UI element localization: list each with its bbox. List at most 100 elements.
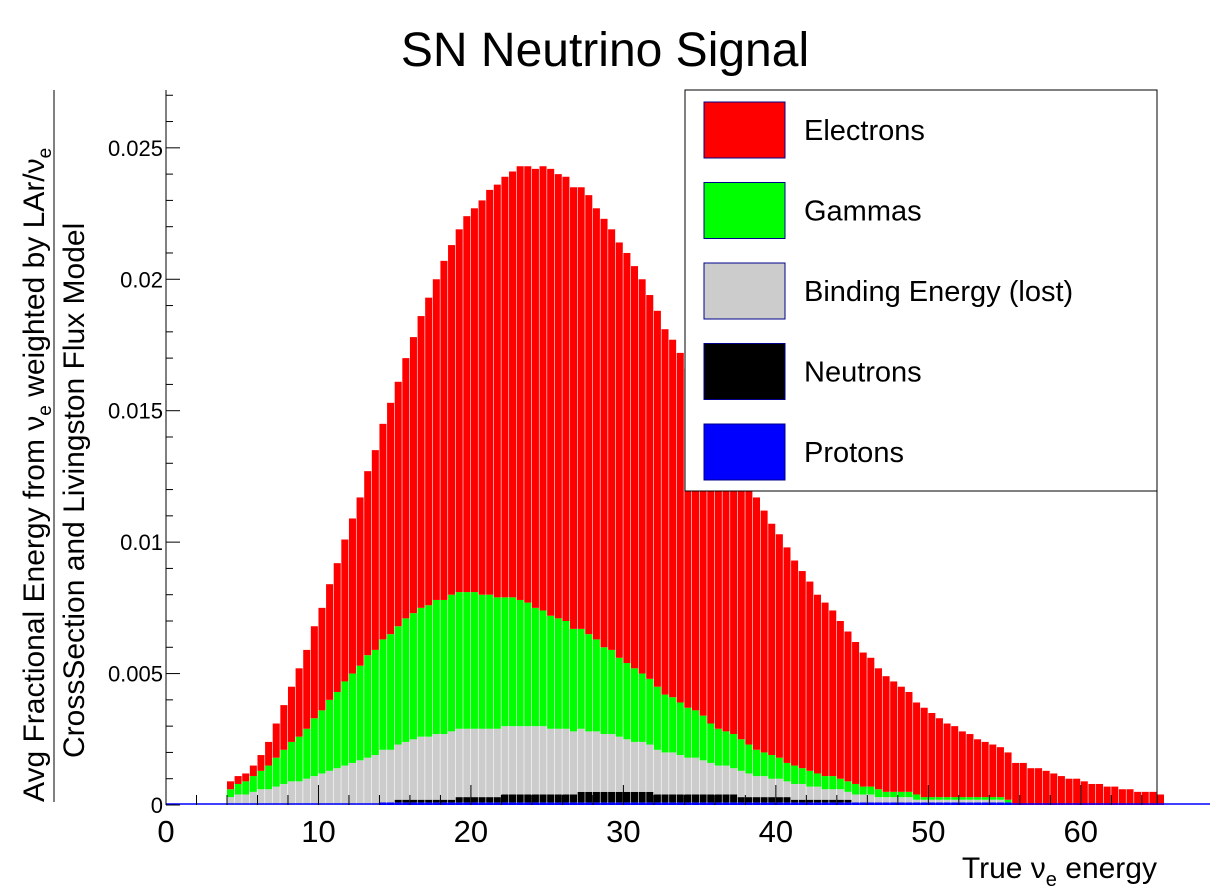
bar-electrons xyxy=(1050,773,1058,805)
bar-electrons xyxy=(867,657,875,787)
bar-electrons xyxy=(417,316,425,608)
bar-neutrons xyxy=(417,799,425,803)
bar-binding-energy-lost xyxy=(760,776,768,798)
bar-electrons xyxy=(1126,789,1134,805)
bar-binding-energy-lost xyxy=(653,749,661,795)
bar-neutrons xyxy=(783,797,791,803)
bar-neutrons xyxy=(730,794,738,803)
bar-electrons xyxy=(432,279,440,600)
bar-electrons xyxy=(691,379,700,711)
bar-electrons xyxy=(341,539,349,682)
bar-binding-energy-lost xyxy=(844,791,852,800)
y-axis-title-sub2: e xyxy=(35,148,56,159)
bar-binding-energy-lost xyxy=(935,799,943,803)
bar-gammas xyxy=(470,592,478,729)
bar-binding-energy-lost xyxy=(943,799,951,803)
y-axis-ticks: 0 0.005 0.01 0.015 0.02 0.025 xyxy=(108,94,180,818)
bar-binding-energy-lost xyxy=(402,741,410,800)
bar-electrons xyxy=(440,260,448,600)
bar-neutrons xyxy=(768,797,776,803)
bar-electrons xyxy=(905,691,913,792)
bar-gammas xyxy=(730,734,738,769)
bar-electrons xyxy=(1012,762,1020,805)
bar-electrons xyxy=(371,450,379,650)
bar-gammas xyxy=(539,610,547,727)
bar-binding-energy-lost xyxy=(798,783,806,800)
chart-title: SN Neutrino Signal xyxy=(401,24,809,77)
bar-electrons xyxy=(783,547,791,763)
bar-binding-energy-lost xyxy=(669,752,677,795)
bar-binding-energy-lost xyxy=(592,731,600,792)
legend-label: Electrons xyxy=(804,115,925,147)
bar-neutrons xyxy=(470,797,478,803)
bar-neutrons xyxy=(585,791,593,803)
bar-binding-energy-lost xyxy=(897,797,905,803)
bar-electrons xyxy=(829,610,837,777)
bar-binding-energy-lost xyxy=(280,783,288,805)
bar-electrons xyxy=(989,744,997,798)
bar-electrons xyxy=(806,581,814,771)
bar-neutrons xyxy=(493,797,501,803)
legend-label: Neutrons xyxy=(804,357,922,389)
bar-binding-energy-lost xyxy=(257,789,265,805)
bar-binding-energy-lost xyxy=(455,728,463,798)
bar-electrons xyxy=(958,731,966,798)
bar-binding-energy-lost xyxy=(913,799,921,803)
bar-binding-energy-lost xyxy=(966,799,974,803)
bar-electrons xyxy=(890,681,898,792)
bar-neutrons xyxy=(684,794,692,803)
bar-electrons xyxy=(463,216,471,593)
bar-binding-energy-lost xyxy=(745,773,753,798)
bar-electrons xyxy=(509,171,517,598)
bar-gammas xyxy=(661,694,669,753)
bar-electrons xyxy=(859,652,867,787)
bar-binding-energy-lost xyxy=(768,778,776,798)
bar-neutrons xyxy=(570,794,578,803)
bar-gammas xyxy=(448,594,456,732)
bar-neutrons xyxy=(402,799,410,803)
bar-neutrons xyxy=(531,794,539,803)
bar-electrons xyxy=(943,723,951,798)
y-axis-title-line2: CrossSection and Livingston Flux Model xyxy=(58,223,91,758)
bar-binding-energy-lost xyxy=(272,786,280,805)
bar-electrons xyxy=(333,563,341,692)
bar-binding-energy-lost xyxy=(882,797,890,803)
bar-gammas xyxy=(669,697,677,753)
y-tick-label: 0 xyxy=(151,793,163,818)
bar-electrons xyxy=(669,339,677,698)
bar-binding-energy-lost xyxy=(554,728,562,795)
bar-neutrons xyxy=(524,794,532,803)
bar-gammas xyxy=(913,794,921,800)
bar-gammas xyxy=(547,615,555,729)
bar-binding-energy-lost xyxy=(348,762,356,805)
y-axis-title-sub1: e xyxy=(35,405,56,416)
bar-binding-energy-lost xyxy=(714,765,722,795)
bar-binding-energy-lost xyxy=(470,728,478,798)
bar-gammas xyxy=(638,673,646,742)
bar-gammas xyxy=(379,639,387,750)
bar-gammas xyxy=(737,739,745,771)
bar-electrons xyxy=(730,452,738,735)
x-tick-label: 10 xyxy=(301,814,335,849)
bar-electrons xyxy=(1019,762,1027,805)
bar-gammas xyxy=(554,618,562,729)
bar-binding-energy-lost xyxy=(501,726,509,795)
bar-neutrons xyxy=(714,794,722,803)
bar-electrons xyxy=(562,176,570,621)
x-axis-title-pre: True ν xyxy=(962,852,1046,885)
bar-neutrons xyxy=(440,799,448,803)
bar-neutrons xyxy=(691,794,700,803)
bar-electrons xyxy=(1073,778,1081,805)
x-tick-label: 0 xyxy=(157,814,174,849)
bar-gammas xyxy=(707,723,715,763)
bar-neutrons xyxy=(806,799,814,803)
bar-electrons xyxy=(455,229,463,593)
bar-electrons xyxy=(836,620,844,779)
bar-neutrons xyxy=(775,797,783,803)
bar-binding-energy-lost xyxy=(691,757,700,795)
bar-neutrons xyxy=(486,797,494,803)
bar-electrons xyxy=(265,741,273,766)
bar-gammas xyxy=(653,686,661,750)
bar-gammas xyxy=(463,592,471,729)
